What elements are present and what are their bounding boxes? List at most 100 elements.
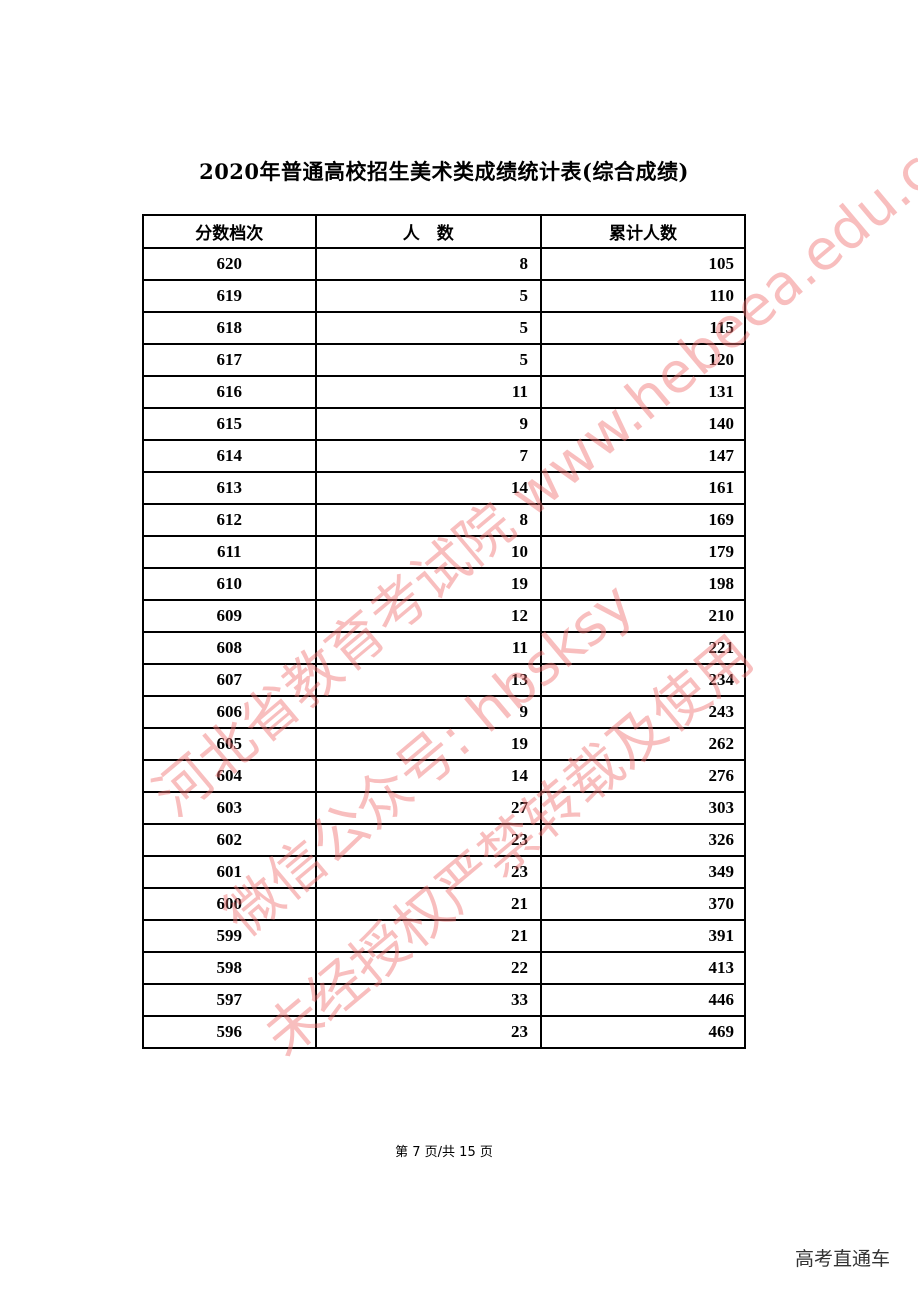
cumulative-cell: 120 — [539, 343, 747, 377]
cumulative-cell: 303 — [539, 791, 747, 825]
count-cell: 19 — [314, 567, 542, 601]
table-row: 599 21 391 — [142, 919, 747, 953]
score-cell: 600 — [142, 887, 317, 921]
table-row: 614 7 147 — [142, 439, 747, 473]
table-row: 613 14 161 — [142, 471, 747, 505]
score-cell: 616 — [142, 375, 317, 409]
table-row: 618 5 115 — [142, 311, 747, 345]
cumulative-cell: 469 — [539, 1015, 747, 1049]
cumulative-cell: 221 — [539, 631, 747, 665]
page-title: 2020年普通高校招生美术类成绩统计表(综合成绩) — [199, 159, 689, 184]
table-row: 617 5 120 — [142, 343, 747, 377]
cumulative-cell: 349 — [539, 855, 747, 889]
score-cell: 612 — [142, 503, 317, 537]
count-cell: 9 — [314, 695, 542, 729]
score-cell: 614 — [142, 439, 317, 473]
cumulative-cell: 161 — [539, 471, 747, 505]
score-cell: 597 — [142, 983, 317, 1017]
header-cumulative: 累计人数 — [539, 214, 747, 249]
count-cell: 5 — [314, 343, 542, 377]
table-row: 608 11 221 — [142, 631, 747, 665]
cumulative-cell: 210 — [539, 599, 747, 633]
cumulative-cell: 262 — [539, 727, 747, 761]
count-cell: 7 — [314, 439, 542, 473]
table-row: 610 19 198 — [142, 567, 747, 601]
cumulative-cell: 147 — [539, 439, 747, 473]
table-row: 612 8 169 — [142, 503, 747, 537]
score-cell: 619 — [142, 279, 317, 313]
table-row: 609 12 210 — [142, 599, 747, 633]
count-cell: 19 — [314, 727, 542, 761]
score-cell: 598 — [142, 951, 317, 985]
score-cell: 596 — [142, 1015, 317, 1049]
cumulative-cell: 131 — [539, 375, 747, 409]
score-cell: 603 — [142, 791, 317, 825]
table-row: 619 5 110 — [142, 279, 747, 313]
score-cell: 613 — [142, 471, 317, 505]
cumulative-cell: 110 — [539, 279, 747, 313]
score-cell: 602 — [142, 823, 317, 857]
table-row: 601 23 349 — [142, 855, 747, 889]
cumulative-cell: 179 — [539, 535, 747, 569]
cumulative-cell: 243 — [539, 695, 747, 729]
count-cell: 23 — [314, 855, 542, 889]
count-cell: 13 — [314, 663, 542, 697]
score-cell: 618 — [142, 311, 317, 345]
table-row: 605 19 262 — [142, 727, 747, 761]
cumulative-cell: 326 — [539, 823, 747, 857]
cumulative-cell: 413 — [539, 951, 747, 985]
score-cell: 604 — [142, 759, 317, 793]
table-row: 606 9 243 — [142, 695, 747, 729]
score-cell: 610 — [142, 567, 317, 601]
cumulative-cell: 198 — [539, 567, 747, 601]
score-cell: 611 — [142, 535, 317, 569]
table-row: 615 9 140 — [142, 407, 747, 441]
table-header: 分数档次 人 数 累计人数 — [142, 214, 747, 249]
count-cell: 22 — [314, 951, 542, 985]
table-row: 598 22 413 — [142, 951, 747, 985]
count-cell: 14 — [314, 471, 542, 505]
table-row: 620 8 105 — [142, 247, 747, 281]
score-cell: 606 — [142, 695, 317, 729]
score-cell: 615 — [142, 407, 317, 441]
cumulative-cell: 391 — [539, 919, 747, 953]
score-table: 分数档次 人 数 累计人数 620 8 105 619 5 110 618 5 115 617 5 1… — [142, 214, 747, 1049]
header-count: 人 数 — [314, 214, 542, 249]
score-cell: 617 — [142, 343, 317, 377]
count-cell: 9 — [314, 407, 542, 441]
corner-logo: 高考直通车 — [794, 1248, 890, 1270]
count-cell: 21 — [314, 887, 542, 921]
count-cell: 33 — [314, 983, 542, 1017]
count-cell: 5 — [314, 311, 542, 345]
count-cell: 8 — [314, 247, 542, 281]
count-cell: 21 — [314, 919, 542, 953]
table-row: 607 13 234 — [142, 663, 747, 697]
table-row: 597 33 446 — [142, 983, 747, 1017]
count-cell: 23 — [314, 823, 542, 857]
count-cell: 12 — [314, 599, 542, 633]
score-cell: 620 — [142, 247, 317, 281]
count-cell: 11 — [314, 631, 542, 665]
count-cell: 23 — [314, 1015, 542, 1049]
count-cell: 8 — [314, 503, 542, 537]
cumulative-cell: 234 — [539, 663, 747, 697]
count-cell: 5 — [314, 279, 542, 313]
header-score: 分数档次 — [142, 214, 317, 249]
count-cell: 14 — [314, 759, 542, 793]
cumulative-cell: 370 — [539, 887, 747, 921]
score-cell: 601 — [142, 855, 317, 889]
score-cell: 607 — [142, 663, 317, 697]
score-cell: 605 — [142, 727, 317, 761]
table-row: 600 21 370 — [142, 887, 747, 921]
cumulative-cell: 105 — [539, 247, 747, 281]
page-number: 第 7 页/共 15 页 — [395, 1145, 493, 1160]
table-row: 596 23 469 — [142, 1015, 747, 1049]
score-cell: 609 — [142, 599, 317, 633]
table-row: 616 11 131 — [142, 375, 747, 409]
table-row: 611 10 179 — [142, 535, 747, 569]
score-cell: 599 — [142, 919, 317, 953]
table-row: 603 27 303 — [142, 791, 747, 825]
count-cell: 27 — [314, 791, 542, 825]
cumulative-cell: 140 — [539, 407, 747, 441]
count-cell: 10 — [314, 535, 542, 569]
